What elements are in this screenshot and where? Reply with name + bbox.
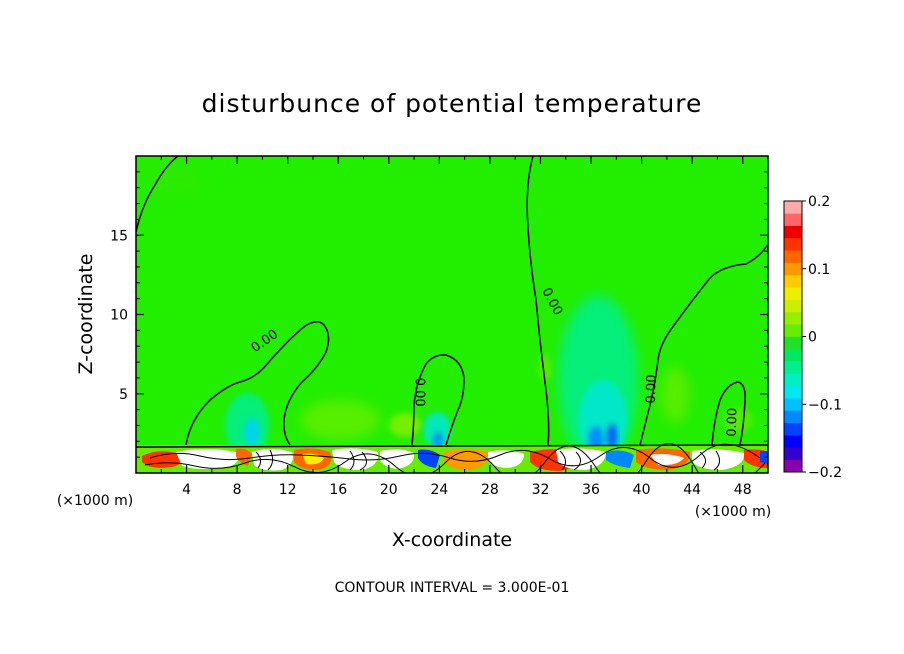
x-tick-label: 12 [279,482,297,498]
contour-label: 0.00 [412,378,427,407]
colorbar-cell [784,324,802,337]
boundary-layer-patch [606,450,634,468]
colorbar-cell [784,398,802,411]
x-tick-label: 28 [481,482,499,498]
colorbar-label: 0 [808,330,817,346]
colorbar-cell [784,385,802,399]
colorbar-cell [784,262,802,276]
colorbar-labels: 0.2 0.1 0 −0.1 −0.2 [802,194,842,481]
x-unit-left: (×1000 m) [57,493,133,509]
boundary-layer-contour [255,449,720,471]
colorbar-cell [784,287,802,300]
colorbar-cell [784,373,802,387]
colorbar-cell [784,225,802,239]
zero-contour [711,381,746,446]
boundary-layer-contour [144,443,766,473]
zero-contour [526,156,550,446]
x-axis-label: X-coordinate [392,529,512,551]
x-axis: 4 8 12 16 20 24 28 32 36 40 44 48 (×1000 m) (×1000 … [57,156,771,551]
colorbar-cell [784,311,802,325]
colorbar-label: −0.2 [808,465,842,481]
colorbar-cell [784,435,802,448]
field-patch [607,424,617,448]
x-tick-label: 36 [582,482,600,498]
chart-title: disturbunce of potential temperature [202,89,703,118]
contour-label: 0.00 [644,374,660,403]
x-tick-label: 20 [380,482,398,498]
field-patches [146,164,752,465]
colorbar-cell [784,447,802,460]
colorbar-cell [784,274,802,288]
colorbar-cell [784,213,802,226]
field-patch [724,408,752,432]
y-tick-label: 10 [110,308,128,324]
x-tick-label: 24 [430,482,448,498]
boundary-layer-patch [380,449,415,469]
y-axis-label: Z-coordinate [75,254,97,375]
colorbar-cell [784,361,802,374]
x-tick-label: 8 [233,482,242,498]
field-patch [244,418,260,446]
x-tick-label: 40 [633,482,651,498]
colorbar-label: −0.1 [808,397,842,413]
contour-label: 0.00 [725,408,741,437]
x-tick-label: 48 [734,482,752,498]
zero-contour [136,156,179,233]
y-ticks: 5 10 15 [110,171,768,458]
colorbar-cell [784,410,802,424]
colorbar-cell [784,336,802,350]
x-tick-label: 44 [683,482,701,498]
field-patch [389,413,421,437]
zero-contour [185,321,330,446]
field-patch [433,432,443,448]
boundary-layer-outline [136,444,768,448]
y-tick-label: 15 [110,228,128,244]
colorbar-cell [784,422,802,436]
zero-contour [639,243,768,446]
colorbar-label: 0.1 [808,262,830,278]
field-patch [300,400,380,440]
plot-area: 0.00 0.00 0.00 0.00 0.00 [135,155,769,474]
boundary-layer [136,443,768,473]
colorbar-label: 0.2 [808,194,830,210]
y-axis: 5 10 15 Z-coordinate [75,171,768,458]
x-unit-right: (×1000 m) [695,504,771,520]
colorbar-cell [784,237,802,251]
boundary-layer-patch [692,449,745,470]
field-patch [661,367,689,423]
boundary-layer-patch [176,449,239,470]
colorbar-cells [784,201,802,473]
y-tick-label: 5 [119,387,128,403]
x-tick-label: 4 [182,482,191,498]
colorbar-cell [784,201,802,214]
colorbar-cell [784,299,802,313]
boundary-layer-patch [444,449,489,470]
zero-contour [411,354,465,446]
x-tick-label: 32 [532,482,550,498]
colorbar-cell [784,250,802,263]
contour-interval-note: CONTOUR INTERVAL = 3.000E-01 [335,580,570,596]
field-patch [423,412,451,448]
boundary-layer-patch [488,450,524,468]
colorbar-cell [784,348,802,362]
colorbar-cell [784,459,802,473]
x-tick-label: 16 [329,482,347,498]
boundary-layer-patch [650,454,684,466]
x-ticks: 4 8 12 16 20 24 28 32 36 40 44 48 [160,156,752,498]
field-patch [146,164,206,196]
colorbar: 0.2 0.1 0 −0.1 −0.2 [783,194,842,481]
zero-contours [136,156,768,446]
